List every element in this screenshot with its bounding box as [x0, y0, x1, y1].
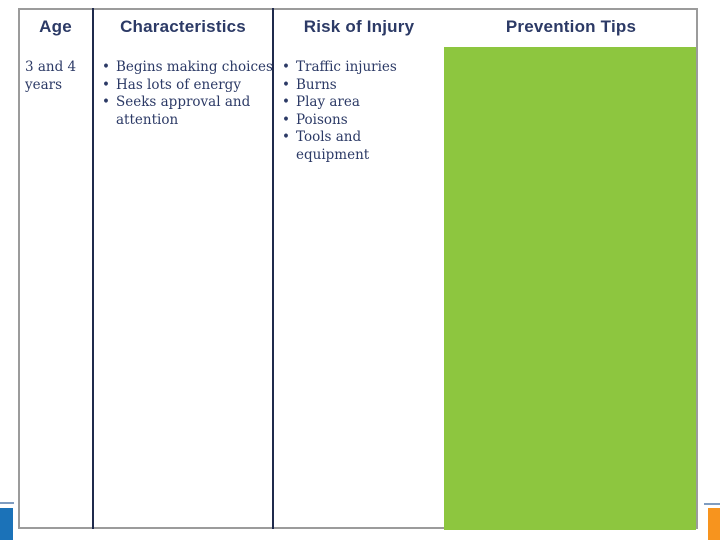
column-header-characteristics: Characteristics: [120, 17, 246, 36]
list-item: Has lots of energy: [102, 77, 274, 95]
column-divider-age-characteristics: [92, 8, 94, 529]
list-item: Seeks approval and attention: [102, 94, 274, 129]
prevention-tips-cover-rectangle: [444, 47, 696, 530]
bottom-left-rule-line: [0, 502, 14, 504]
list-item: Traffic injuries: [282, 59, 432, 77]
risk-of-injury-list: Traffic injuries Burns Play area Poisons…: [282, 59, 432, 164]
bottom-left-blue-accent-bar: [0, 508, 13, 540]
list-item: Begins making choices: [102, 59, 274, 77]
list-item: Burns: [282, 77, 432, 95]
column-header-risk-of-injury: Risk of Injury: [303, 17, 415, 36]
column-header-prevention-tips: Prevention Tips: [505, 17, 637, 36]
list-item: Tools and equipment: [282, 129, 432, 164]
characteristics-list: Begins making choices Has lots of energy…: [102, 59, 274, 129]
column-header-age: Age: [39, 17, 72, 36]
list-item: Play area: [282, 94, 432, 112]
bottom-right-orange-accent-bar: [708, 508, 720, 540]
column-divider-characteristics-risk: [272, 8, 274, 529]
bottom-right-rule-line: [704, 503, 720, 505]
age-cell: 3 and 4 years: [25, 59, 77, 93]
list-item: Poisons: [282, 112, 432, 130]
